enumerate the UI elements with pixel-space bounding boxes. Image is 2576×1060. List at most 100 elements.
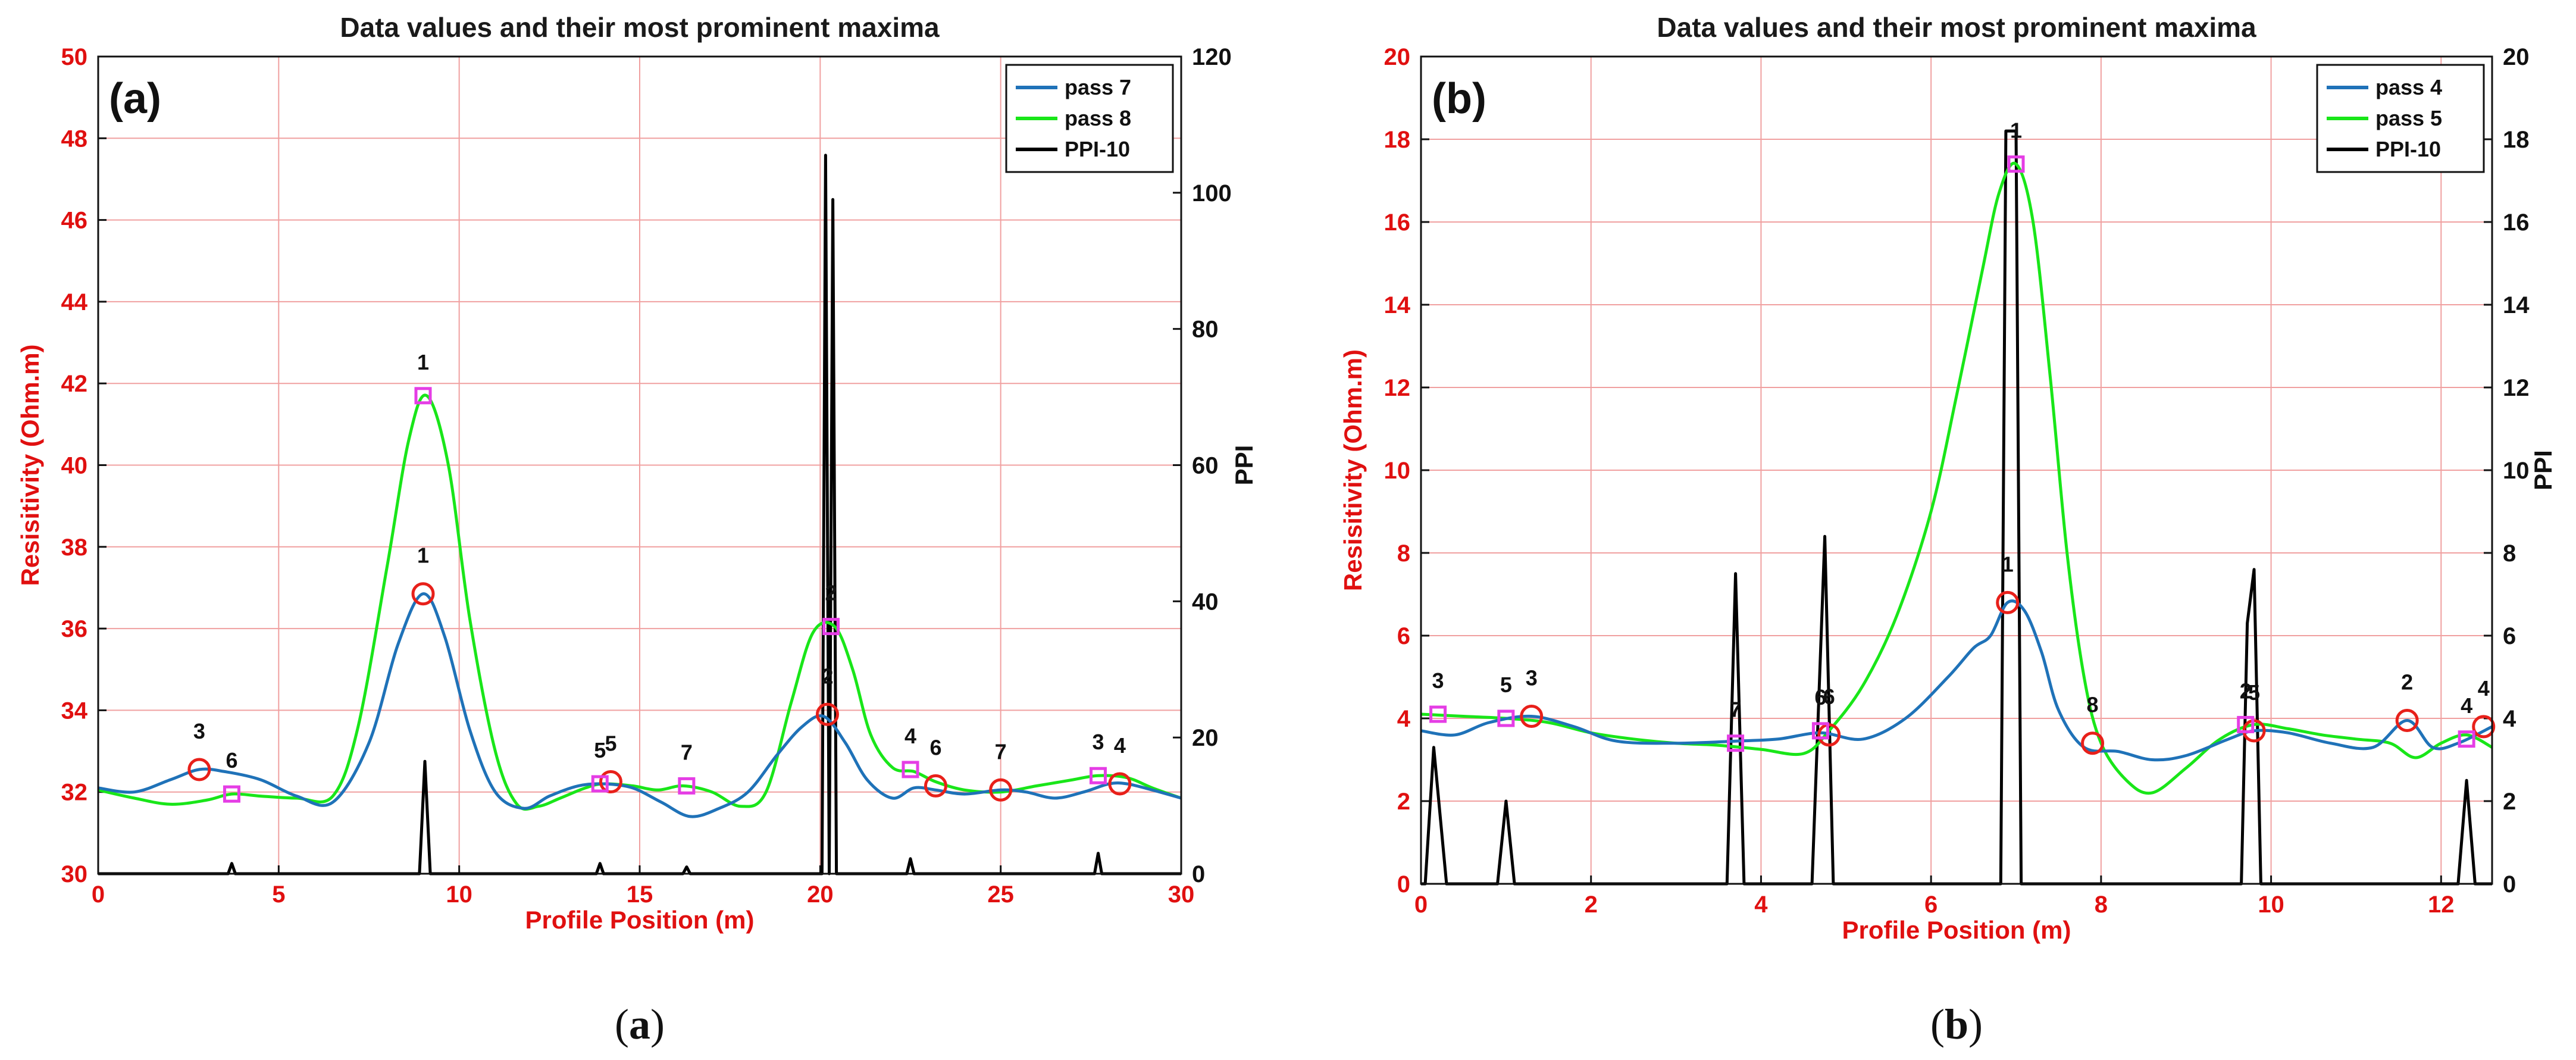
peak-label: 2 (2240, 678, 2252, 703)
y2-tick-label: 20 (2503, 44, 2530, 70)
x-tick-label: 2 (1585, 892, 1598, 918)
peak-square-marker (2237, 715, 2255, 733)
peak-circle-marker (1108, 772, 1132, 796)
peak-circle-marker (2395, 708, 2419, 732)
peak-circle-marker (1520, 705, 1544, 728)
y-tick-label: 14 (1384, 292, 1411, 318)
x-tick-label: 4 (1754, 892, 1768, 918)
x-axis-label: Profile Position (m) (525, 906, 754, 934)
caption-close: ) (1968, 1000, 1983, 1048)
peak-label: 3 (1432, 668, 1444, 693)
y-tick-label: 20 (1384, 44, 1411, 70)
y2-tick-label: 6 (2503, 623, 2516, 649)
y2-tick-label: 8 (2503, 540, 2516, 567)
peak-circle-marker (1996, 590, 2020, 614)
legend-label: pass 8 (1065, 106, 1131, 130)
x-tick-label: 12 (2428, 892, 2455, 918)
peak-circle-marker (924, 774, 947, 798)
caption-open: ( (615, 1000, 629, 1048)
peak-label: 7 (995, 739, 1007, 764)
peak-label: 4 (2478, 676, 2490, 701)
y-tick-label: 34 (61, 698, 88, 724)
y-tick-label: 12 (1384, 375, 1411, 401)
peak-label: 8 (2087, 693, 2099, 717)
legend: pass 4 pass 5 PPI-10 (2316, 64, 2485, 173)
y2-axis-label: PPI (2529, 450, 2557, 490)
peak-label: 2 (825, 581, 837, 605)
x-tick-label: 8 (2095, 892, 2108, 918)
peak-square-marker (1811, 722, 1829, 740)
x-tick-label: 30 (1168, 881, 1195, 908)
peak-circle-marker (2081, 731, 2105, 755)
y-tick-label: 44 (61, 289, 88, 315)
series-line-pass-4 (1420, 599, 2493, 762)
gridlines (1421, 57, 2492, 884)
y-axis-right: 0 20 40 60 80 100 120 (1173, 44, 1232, 887)
x-tick-label: 0 (92, 881, 105, 908)
gridlines (98, 57, 1181, 874)
peak-circle-marker (815, 702, 839, 726)
x-tick-label: 5 (272, 881, 285, 908)
y-axis-right: 0 2 4 6 8 10 12 14 16 18 20 (2484, 44, 2530, 898)
y2-tick-label: 14 (2503, 292, 2530, 318)
peak-label: 2 (821, 664, 833, 688)
peak-square-marker (1089, 767, 1107, 784)
x-tick-label: 10 (2258, 892, 2284, 918)
peak-square-marker (1727, 734, 1745, 752)
caption-open: ( (1930, 1000, 1945, 1048)
x-axis: 0 5 10 15 20 25 30 (92, 865, 1194, 908)
y2-tick-label: 10 (2503, 458, 2530, 484)
legend: pass 7 pass 8 PPI-10 (1005, 64, 1174, 173)
caption-letter: b (1945, 1000, 1968, 1048)
peak-square-marker (1497, 709, 1515, 727)
peak-square-marker (591, 775, 609, 793)
figure-caption: (b) (1930, 1000, 1983, 1048)
peak-square-marker (678, 777, 696, 795)
y-axis-label: Resisitivity (Ohm.m) (16, 344, 44, 586)
y-tick-label: 18 (1384, 127, 1411, 153)
y2-tick-label: 120 (1192, 44, 1232, 70)
x-tick-label: 10 (446, 881, 472, 908)
y2-tick-label: 0 (1192, 861, 1205, 887)
y2-tick-label: 12 (2503, 375, 2530, 401)
chart-title: Data values and their most prominent max… (340, 12, 940, 43)
peak-label: 5 (1500, 673, 1512, 697)
peak-circle-marker (411, 582, 435, 606)
y-tick-label: 10 (1384, 458, 1411, 484)
x-tick-label: 6 (1924, 892, 1938, 918)
series-line-pass-7 (98, 592, 1182, 818)
y-tick-label: 0 (1397, 871, 1410, 898)
peak-label: 5 (594, 738, 606, 762)
y2-tick-label: 16 (2503, 210, 2530, 236)
legend-label: pass 7 (1065, 75, 1131, 99)
y2-tick-label: 80 (1192, 317, 1219, 343)
peak-square-marker (223, 785, 240, 803)
peak-label: 4 (1114, 733, 1126, 758)
x-tick-label: 25 (987, 881, 1014, 908)
y2-tick-label: 100 (1192, 180, 1232, 207)
y-tick-label: 32 (61, 780, 88, 806)
legend-label: pass 5 (2375, 106, 2442, 130)
y-tick-label: 38 (61, 534, 88, 561)
series-line-ppi-10 (1421, 129, 2492, 886)
y-tick-label: 42 (61, 371, 88, 397)
peak-label: 4 (2461, 693, 2472, 718)
y2-tick-label: 40 (1192, 589, 1219, 615)
peak-circle-marker (187, 758, 211, 781)
peak-label: 7 (681, 740, 693, 764)
panel-b: Data values and their most prominent max… (1339, 12, 2557, 1048)
y2-tick-label: 0 (2503, 871, 2516, 898)
peak-label: 3 (1092, 730, 1104, 754)
series-line-pass-5 (1420, 161, 2493, 795)
peak-label: 1 (2010, 118, 2022, 143)
legend-label: PPI-10 (1065, 137, 1130, 161)
y-tick-label: 4 (1397, 706, 1411, 732)
y2-tick-label: 20 (1192, 725, 1219, 751)
peak-label: 7 (1730, 698, 1742, 722)
y2-tick-label: 18 (2503, 127, 2530, 153)
chart-title: Data values and their most prominent max… (1657, 12, 2256, 43)
y-tick-label: 40 (61, 453, 88, 479)
y-tick-label: 46 (61, 208, 88, 234)
peak-circle-marker (599, 770, 622, 794)
